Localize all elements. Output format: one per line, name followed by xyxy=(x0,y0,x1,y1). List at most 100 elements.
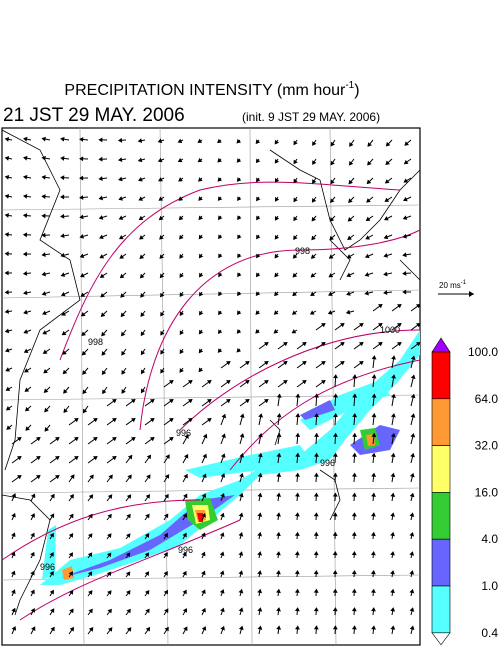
wind-arrowhead xyxy=(236,138,242,144)
wind-arrowhead xyxy=(92,436,98,442)
wind-arrowhead xyxy=(138,215,144,220)
wind-arrowhead xyxy=(383,290,388,295)
colorbar-label: 0.4 xyxy=(481,626,498,640)
wind-arrowhead xyxy=(140,350,146,356)
wind-arrowhead xyxy=(294,531,300,537)
wind-arrowhead xyxy=(409,570,415,575)
wind-arrowhead xyxy=(371,492,376,497)
wind-arrowhead xyxy=(371,432,377,438)
wind-arrowhead xyxy=(256,196,261,202)
wind-arrowhead xyxy=(409,472,415,478)
wind-arrowhead xyxy=(184,434,189,439)
contour-label: 996 xyxy=(320,458,335,468)
wind-arrowhead xyxy=(238,607,244,612)
wind-arrowhead xyxy=(313,512,319,517)
wind-arrowhead xyxy=(201,512,206,518)
wind-arrowhead xyxy=(274,291,279,297)
wind-arrowhead xyxy=(62,369,68,375)
wind-arrowhead xyxy=(68,589,74,595)
wind-arrowhead xyxy=(41,213,46,219)
colorbar-bottom-triangle xyxy=(431,632,451,646)
wind-arrowhead xyxy=(121,370,126,375)
wind-arrowhead xyxy=(352,472,357,477)
wind-arrowhead xyxy=(199,310,204,316)
wind-arrowhead xyxy=(328,272,334,278)
wind-arrowhead xyxy=(99,234,104,240)
wind-arrowhead xyxy=(351,531,357,536)
wind-arrowhead xyxy=(345,309,351,315)
wind-arrowhead xyxy=(236,177,242,182)
wind-arrowhead xyxy=(383,271,388,277)
wind-arrowhead xyxy=(60,272,66,277)
wind-arrowhead xyxy=(301,360,307,366)
wind-arrowhead xyxy=(187,398,193,404)
wind-arrowhead xyxy=(49,589,54,595)
wind-arrowhead xyxy=(276,472,282,478)
wind-arrowhead xyxy=(409,551,415,556)
precip-heavy xyxy=(62,428,380,580)
wind-arrowhead xyxy=(4,309,10,314)
wind-arrowhead xyxy=(23,136,28,142)
wind-arrowhead xyxy=(217,196,223,201)
wind-arrowhead xyxy=(149,436,155,442)
wind-arrowhead xyxy=(217,348,223,353)
wind-arrowhead xyxy=(276,531,281,537)
wind-arrowhead xyxy=(179,234,184,240)
wind-arrowhead xyxy=(168,398,174,404)
wind-arrowhead xyxy=(100,292,105,298)
wind-arrowhead xyxy=(120,331,126,337)
wind-arrowhead xyxy=(409,492,415,498)
wind-arrowhead xyxy=(126,627,132,632)
wind-arrowhead xyxy=(236,158,242,163)
wind-arrowhead xyxy=(137,157,143,163)
wind-arrowhead xyxy=(415,303,421,309)
wind-arrowhead xyxy=(198,348,204,354)
wind-arrowhead xyxy=(179,311,184,317)
wind-arrowhead xyxy=(332,531,338,536)
wind-arrowhead xyxy=(371,355,377,360)
wind-arrowhead xyxy=(377,341,383,347)
wind-arrowhead xyxy=(206,379,212,385)
wind-arrowhead xyxy=(274,158,280,164)
wind-arrowhead xyxy=(244,379,250,385)
colorbar-top-triangle xyxy=(431,337,451,353)
wind-arrowhead xyxy=(390,570,395,575)
wind-arrowhead xyxy=(138,196,144,201)
wind-arrowhead xyxy=(179,254,184,259)
wind-arrowhead xyxy=(238,512,244,518)
wind-arrowhead xyxy=(69,494,74,499)
wind-arrowhead xyxy=(106,552,112,558)
wind-arrowhead xyxy=(257,625,263,630)
wind-arrowhead xyxy=(364,272,370,277)
colorbar-segment xyxy=(431,445,451,493)
wind-arrowhead xyxy=(293,140,298,146)
wind-arrowhead xyxy=(88,533,93,538)
wind-arrowhead xyxy=(146,454,152,460)
wind-arrowhead xyxy=(88,494,94,499)
wind-arrowhead xyxy=(402,215,408,220)
wind-arrowhead xyxy=(43,388,49,393)
wind-arrowhead xyxy=(197,138,203,143)
wind-arrowhead xyxy=(140,293,145,298)
wind-arrowhead xyxy=(68,533,74,538)
wind-arrowhead xyxy=(310,291,315,296)
wind-arrowhead xyxy=(377,303,383,309)
wind-arrowhead xyxy=(89,474,94,480)
wind-arrowhead xyxy=(79,253,85,259)
wind-arrowhead xyxy=(313,588,319,593)
wind-arrowhead xyxy=(263,398,269,404)
wind-arrowhead xyxy=(79,156,84,162)
wind-arrowhead xyxy=(258,432,263,438)
wind-arrowhead xyxy=(98,195,104,201)
wind-arrowhead xyxy=(257,472,263,478)
wind-arrowhead xyxy=(179,292,184,297)
wind-arrowhead xyxy=(263,360,269,366)
wind-arrowhead xyxy=(358,341,364,347)
wind-arrowhead xyxy=(236,310,242,315)
wind-arrowhead xyxy=(88,608,93,614)
wind-arrowhead xyxy=(217,177,223,182)
title-text: PRECIPITATION INTENSITY (mm hour xyxy=(64,82,346,99)
wind-arrowhead xyxy=(332,512,338,517)
wind-arrowhead xyxy=(301,379,307,385)
wind-arrowhead xyxy=(168,436,174,442)
